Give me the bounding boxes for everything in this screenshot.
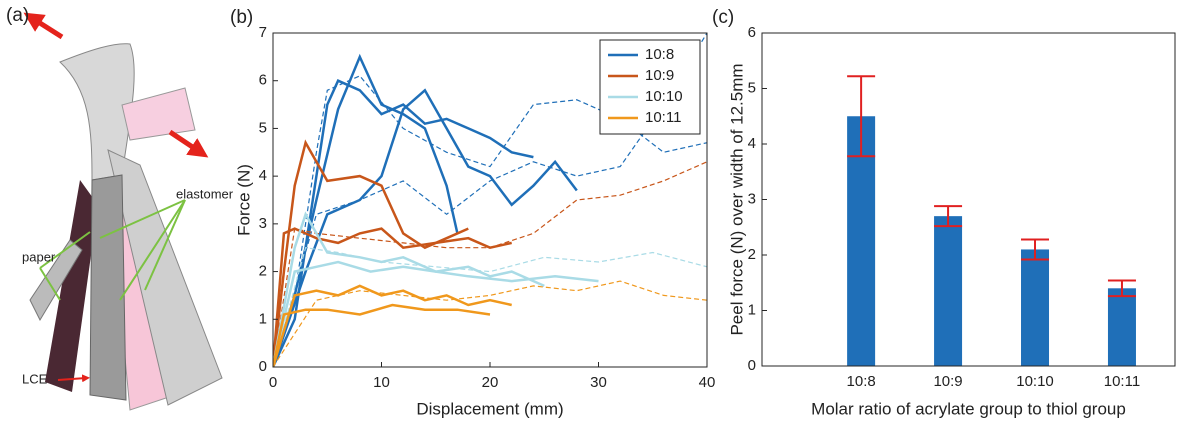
x-axis-label: Molar ratio of acrylate group to thiol g…	[811, 399, 1126, 418]
error-bar	[847, 75, 876, 158]
x-axis-label: Displacement (mm)	[416, 399, 563, 418]
force-curve	[273, 284, 512, 367]
illustration: (a) paper elastomer LCE	[6, 5, 234, 411]
y-tick-label: 7	[259, 24, 267, 41]
pointer-lines	[39, 199, 186, 301]
y-tick-label: 0	[748, 357, 756, 374]
lce-arrow	[57, 374, 90, 383]
y-tick-label: 1	[748, 301, 756, 318]
x-tick-label: 10:8	[847, 373, 876, 390]
y-tick-label: 5	[748, 79, 756, 96]
force-curve	[273, 260, 599, 367]
panel-label: (a)	[6, 5, 29, 26]
bar	[1107, 288, 1136, 366]
label: paper	[22, 249, 56, 264]
y-tick-label: 6	[748, 24, 756, 41]
legend-label: 10:10	[645, 88, 683, 105]
y-axis-label: Force (N)	[234, 164, 253, 236]
label: LCE	[22, 371, 48, 386]
lce-strip	[89, 174, 127, 401]
y-tick-label: 2	[259, 263, 267, 280]
legend-label: 10:9	[645, 67, 674, 84]
y-tick-label: 2	[748, 246, 756, 263]
force-curve	[273, 88, 578, 367]
x-tick-label: 10:9	[933, 373, 962, 390]
force-curve	[273, 211, 545, 367]
left-sheet	[29, 239, 83, 322]
force-curve	[273, 303, 491, 367]
elastomer-sheet	[107, 149, 223, 406]
x-tick-label: 20	[482, 374, 499, 391]
force-curve	[273, 33, 707, 367]
bar	[847, 116, 876, 366]
error-bar	[1107, 279, 1136, 298]
bar	[1021, 249, 1050, 366]
x-tick-label: 30	[590, 374, 607, 391]
bar	[934, 216, 963, 366]
force-curve	[273, 161, 707, 367]
x-tick-label: 10:10	[1016, 373, 1054, 390]
label: elastomer	[176, 186, 234, 201]
pull-arrow	[168, 129, 209, 158]
x-tick-label: 10	[373, 374, 390, 391]
y-tick-label: 6	[259, 72, 267, 89]
pink-flap	[121, 87, 196, 141]
legend-label: 10:11	[645, 109, 681, 126]
force-curve	[273, 280, 707, 367]
x-tick-label: 40	[699, 374, 716, 391]
paper-sheet	[45, 180, 98, 392]
y-tick-label: 0	[259, 358, 267, 375]
legend-label: 10:8	[645, 46, 674, 63]
y-tick-label: 3	[259, 215, 267, 232]
x-tick-label: 0	[269, 374, 277, 391]
y-tick-label: 3	[748, 190, 756, 207]
x-tick-label: 10:11	[1104, 373, 1140, 390]
force-curve	[273, 227, 512, 367]
error-bar	[1021, 238, 1050, 261]
y-tick-label: 5	[259, 119, 267, 136]
y-tick-label: 4	[748, 135, 756, 152]
panel-label: (b)	[230, 7, 253, 28]
error-bar	[934, 205, 963, 228]
y-tick-label: 1	[259, 310, 267, 327]
y-axis-label: Peel force (N) over width of 12.5mm	[727, 63, 746, 335]
y-tick-label: 4	[259, 167, 267, 184]
pull-arrow	[23, 12, 64, 40]
force-curve	[273, 247, 707, 367]
panel-label: (c)	[712, 7, 734, 28]
